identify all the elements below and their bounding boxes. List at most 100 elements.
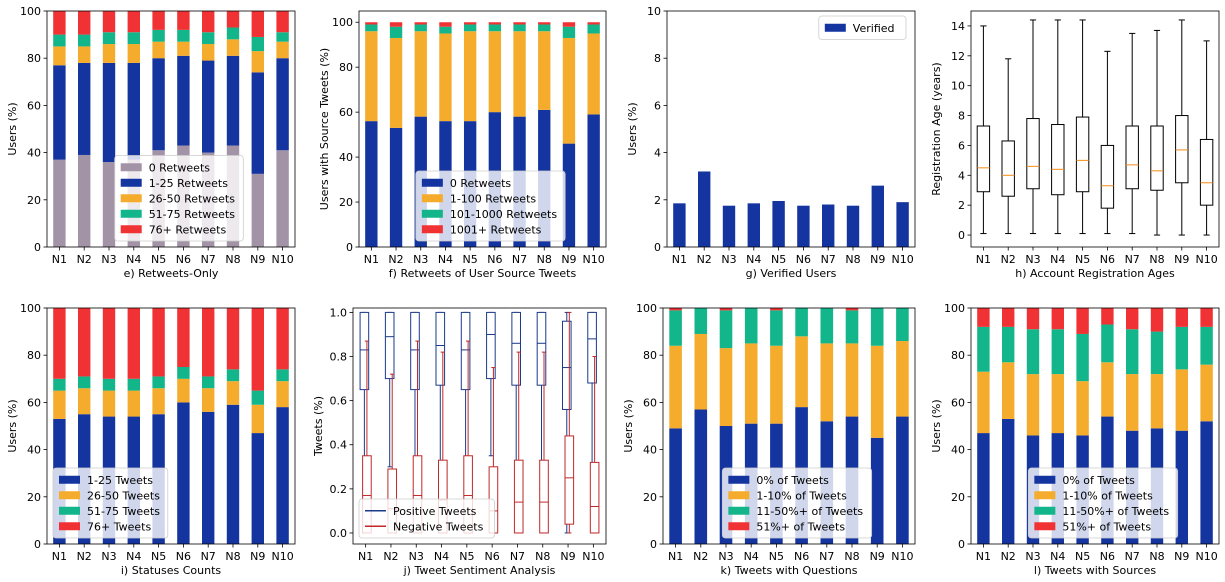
bar-f-1001-retweets-n3 [414, 22, 427, 25]
bar-k-0-of-tweets-n9 [870, 437, 884, 544]
y-tick-label: 6 [958, 139, 965, 152]
legend-frame [1027, 467, 1179, 539]
bar-l-11-50-of-tweets-n6 [1101, 324, 1114, 363]
legend-swatch [421, 194, 443, 203]
bar-l-0-of-tweets-n9 [1175, 430, 1188, 544]
bar-f-101-1000-retweets-n3 [414, 24, 427, 32]
bar-l-1-10-of-tweets-n9 [1175, 369, 1188, 431]
bar-f-1-100-retweets-n3 [414, 31, 427, 117]
x-tick-label: N10 [1195, 550, 1217, 563]
bar-e-1-25-retweets-n6 [177, 55, 190, 146]
bar-k-1-10-of-tweets-n7 [820, 343, 834, 422]
bar-i-26-50-tweets-n5 [152, 388, 165, 415]
box-iqr [384, 311, 395, 380]
bar-i-76-tweets-n10 [276, 308, 289, 370]
box-j-negative-n7 [513, 351, 524, 534]
bar-e-51-75-retweets-n4 [127, 32, 140, 45]
legend-swatch [421, 178, 443, 187]
x-tick-label: N2 [693, 550, 708, 563]
x-tick-label: N5 [151, 253, 166, 266]
y-tick-label: 20 [27, 194, 41, 207]
bar-f-1001-retweets-n5 [463, 22, 477, 25]
box-iqr [513, 459, 524, 534]
y-tick-label: 0 [958, 538, 965, 551]
legend-swatch [1034, 506, 1056, 515]
bar-g-verified-n7 [822, 204, 835, 247]
bar-f-1001-retweets-n7 [513, 22, 526, 25]
x-tick-label: N6 [176, 550, 191, 563]
y-tick-label: 0 [34, 538, 41, 551]
bar-f-0-retweets-n10 [587, 114, 600, 247]
y-tick-label: 80 [643, 349, 657, 362]
x-tick-label: N3 [101, 550, 116, 563]
legend-frame [358, 498, 495, 539]
box-iqr [511, 311, 521, 386]
bar-i-76-tweets-n7 [202, 308, 215, 377]
x-tick-label: N5 [1075, 253, 1090, 266]
x-tick-label: N4 [126, 550, 141, 563]
bar-e-26-50-retweets-n1 [53, 46, 66, 66]
box-iqr [1125, 125, 1139, 190]
bar-e-0-retweets-n10 [276, 150, 289, 247]
bar-k-1-10-of-tweets-n9 [870, 345, 884, 438]
bar-k-11-50-of-tweets-n8 [845, 310, 859, 344]
bar-k-11-50-of-tweets-n5 [770, 310, 783, 346]
bar-g-verified-n1 [673, 203, 686, 247]
x-tick-label: N1 [668, 550, 683, 563]
bar-l-1-10-of-tweets-n6 [1101, 362, 1114, 417]
legend-label: 11-50%+ of Tweets [1062, 505, 1169, 518]
box-h-n10 [1199, 40, 1214, 236]
x-tick-label: N2 [1001, 253, 1016, 266]
bar-i-76-tweets-n4 [127, 308, 140, 379]
legend-label: 76+ Retweets [149, 223, 227, 236]
x-tick-label: N1 [672, 253, 687, 266]
y-tick-label: 20 [951, 491, 965, 504]
bar-i-51-75-tweets-n2 [78, 376, 91, 389]
bar-i-76-tweets-n2 [78, 308, 91, 377]
bar-l-1-10-of-tweets-n1 [977, 371, 990, 434]
x-tick-label: N7 [1125, 253, 1140, 266]
axes-frame [352, 307, 607, 545]
bar-e-1-25-retweets-n1 [53, 65, 66, 160]
bar-i-76-tweets-n5 [152, 308, 165, 377]
axes-frame [46, 307, 296, 545]
x-tick-label: N3 [1025, 550, 1040, 563]
box-iqr [486, 311, 496, 380]
legend-swatch [421, 209, 443, 218]
y-axis-label: Registration Age (years) [930, 62, 943, 195]
legend-label: 1001+ Retweets [450, 223, 542, 236]
y-axis-label: Users (%) [622, 399, 635, 452]
y-tick-label: 60 [951, 396, 965, 409]
legend-label: 51-75 Retweets [149, 208, 236, 221]
bar-i-26-50-tweets-n6 [177, 378, 190, 403]
bar-k-51-of-tweets-n1 [669, 308, 682, 311]
chart-j: 0.0 0.2 0.4 0.6 0.8 1.0 N1 N2 N3 N4 N5 N6 N7 N8 N9 N10 j… [312, 306, 607, 577]
bar-e-76-retweets-n7 [202, 11, 215, 33]
box-h-n7 [1125, 32, 1139, 235]
x-tick-label: N2 [77, 253, 92, 266]
box-iqr [359, 311, 370, 391]
chart-e: 0 20 40 60 80 100 N1 N2 N3 N4 N5 N6 N7 N8 N9 N10 e) Retw… [6, 5, 296, 280]
bar-e-1-25-retweets-n2 [78, 62, 91, 155]
bar-i-1-25-tweets-n6 [177, 402, 190, 544]
bar-k-51-of-tweets-n5 [770, 308, 783, 311]
bar-l-51-of-tweets-n7 [1126, 308, 1139, 330]
bar-k-1-10-of-tweets-n10 [896, 341, 909, 417]
x-axis-label: h) Account Registration Ages [1015, 267, 1175, 280]
bar-k-11-50-of-tweets-n4 [744, 308, 758, 344]
x-tick-label: N1 [52, 550, 67, 563]
legend-label: 0% of Tweets [756, 474, 829, 487]
x-tick-label: N2 [388, 253, 403, 266]
bar-i-26-50-tweets-n7 [202, 388, 215, 412]
box-j-negative-n10 [589, 356, 600, 534]
bar-e-76-retweets-n8 [226, 11, 240, 28]
bar-e-26-50-retweets-n5 [152, 41, 165, 59]
bar-f-0-retweets-n2 [389, 127, 403, 247]
legend-label: 51%+ of Tweets [756, 520, 845, 533]
legend-j: Positive Tweets Negative Tweets [358, 498, 495, 539]
x-tick-label: N9 [1174, 253, 1189, 266]
legend-swatch [1034, 491, 1056, 500]
x-tick-label: N8 [845, 253, 860, 266]
bar-e-76-retweets-n10 [276, 11, 289, 33]
